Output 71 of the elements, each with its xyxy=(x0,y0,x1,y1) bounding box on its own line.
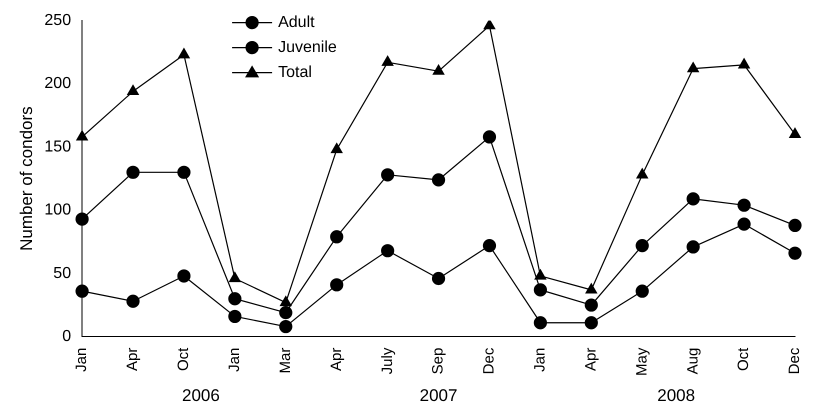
point xyxy=(737,218,751,231)
text: 2007 xyxy=(420,386,458,406)
point xyxy=(228,292,242,306)
x-tick-label: Apr xyxy=(582,348,600,372)
x-tick-label: Oct xyxy=(175,346,192,372)
point xyxy=(636,284,649,298)
point xyxy=(584,298,598,312)
point xyxy=(484,20,496,30)
point xyxy=(687,62,699,72)
x-tick-label: Dec xyxy=(480,347,498,374)
point xyxy=(737,198,751,212)
point xyxy=(686,192,700,206)
point xyxy=(432,173,446,186)
point xyxy=(177,166,191,179)
point xyxy=(75,212,89,226)
point xyxy=(584,316,598,330)
point xyxy=(738,58,750,68)
x-tick-label: Dec xyxy=(786,347,804,374)
x-tick-label: Sep xyxy=(430,348,447,374)
text: 2008 xyxy=(657,386,696,406)
point xyxy=(636,168,648,178)
point xyxy=(127,84,139,95)
point xyxy=(482,130,496,144)
point xyxy=(330,142,342,154)
x-tick-label: Jan xyxy=(532,348,549,372)
point xyxy=(228,310,242,324)
x-tick-label: Jan xyxy=(73,348,90,372)
point xyxy=(534,316,547,330)
point xyxy=(126,166,140,179)
x-tick-label: July xyxy=(378,347,396,374)
x-tick-label: May xyxy=(633,347,650,376)
x-tick-label: Aug xyxy=(684,348,702,374)
x-tick-label: Apr xyxy=(328,348,345,372)
point xyxy=(279,320,292,334)
point xyxy=(126,294,140,308)
legend-label: Total xyxy=(278,64,312,82)
point xyxy=(789,128,801,138)
y-tick-label: 50 xyxy=(53,264,72,282)
point xyxy=(788,218,802,232)
point xyxy=(534,269,546,280)
point xyxy=(177,269,191,283)
x-tick-label: Jan xyxy=(226,348,243,372)
point xyxy=(381,168,394,182)
point xyxy=(381,244,394,258)
point xyxy=(229,272,241,282)
y-tick-label: 200 xyxy=(44,75,72,92)
point xyxy=(330,230,344,244)
legend-label: Adult xyxy=(278,14,316,32)
text: 2006 xyxy=(182,386,220,406)
y-tick-label: 0 xyxy=(62,328,72,346)
point xyxy=(432,272,446,286)
y-axis-title: Number of condors xyxy=(16,106,36,251)
x-tick-label: Oct xyxy=(735,346,752,372)
y-tick-label: 150 xyxy=(44,138,72,156)
point xyxy=(76,130,88,141)
x-tick-label: Mar xyxy=(276,348,294,374)
point xyxy=(636,239,649,252)
point xyxy=(482,239,496,252)
point xyxy=(279,306,292,320)
legend-label: Juvenile xyxy=(278,39,337,56)
y-tick-label: 100 xyxy=(44,202,72,219)
point xyxy=(432,64,444,75)
point xyxy=(686,240,700,254)
point xyxy=(178,48,190,58)
point xyxy=(382,56,394,66)
y-tick-label: 250 xyxy=(44,12,72,30)
point xyxy=(330,278,344,292)
x-tick-label: Apr xyxy=(124,348,142,372)
point xyxy=(788,246,802,260)
point xyxy=(534,283,547,296)
point xyxy=(75,284,89,298)
